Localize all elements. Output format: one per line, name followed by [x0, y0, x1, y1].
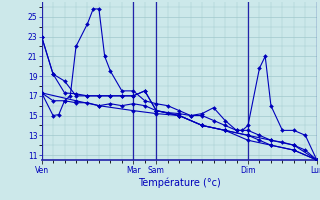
- X-axis label: Température (°c): Température (°c): [138, 177, 220, 188]
